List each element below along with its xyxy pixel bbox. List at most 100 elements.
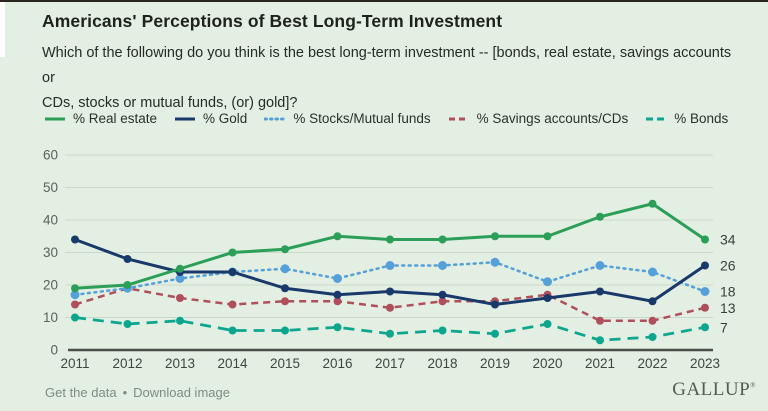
data-point-marker (281, 245, 289, 254)
data-point-marker (386, 329, 394, 338)
legend-swatch-icon (264, 117, 287, 120)
legend-item-4: % Bonds (645, 111, 728, 126)
data-point-marker (386, 235, 394, 244)
legend-item-3: % Savings accounts/CDs (448, 111, 628, 126)
x-tick-label-2017: 2017 (375, 356, 405, 371)
y-tick-label-30: 30 (43, 245, 58, 260)
data-point-marker (438, 290, 447, 299)
end-value-label: 26 (720, 258, 736, 274)
data-point-marker (490, 257, 500, 267)
data-point-marker (385, 261, 395, 270)
legend-item-0: % Real estate (44, 111, 157, 126)
data-point-marker (281, 326, 289, 335)
data-point-marker (543, 232, 552, 241)
legend-item-1: % Gold (174, 111, 247, 126)
x-tick-label-2015: 2015 (270, 356, 300, 371)
data-point-marker (595, 261, 605, 270)
data-point-marker (701, 323, 709, 332)
y-tick-label-0: 0 (50, 343, 58, 358)
x-tick-label-2022: 2022 (637, 356, 667, 371)
data-point-marker (281, 297, 289, 306)
data-point-marker (438, 261, 447, 270)
download-image-link[interactable]: Download image (133, 385, 230, 400)
line-chart-canvas: 0 10 20 30 40 50 60 2011 2012 2013 2014 2015 2016 201… (43, 148, 736, 372)
data-point-marker (596, 316, 604, 325)
get-the-data-link[interactable]: Get the data (45, 385, 117, 400)
legend-item-2: % Stocks/Mutual funds (264, 111, 431, 126)
data-point-marker (228, 300, 237, 309)
data-point-marker (543, 294, 552, 302)
data-point-marker (228, 268, 237, 276)
end-value-label: 7 (720, 319, 728, 335)
data-point-marker (648, 267, 657, 277)
data-point-marker (596, 336, 604, 345)
data-point-marker (438, 297, 447, 306)
x-tick-label-2016: 2016 (322, 356, 352, 371)
data-point-marker (491, 329, 499, 338)
data-point-marker (333, 274, 342, 283)
data-point-marker (176, 264, 184, 273)
data-point-marker (491, 300, 499, 309)
y-tick-label-60: 60 (43, 148, 58, 163)
x-tick-label-2020: 2020 (532, 356, 562, 371)
chart-footer: Get the data • Download image GALLUP® (0, 377, 768, 411)
x-tick-label-2018: 2018 (427, 356, 457, 371)
data-point-marker (701, 303, 709, 312)
data-point-marker (648, 316, 657, 325)
series-line (74, 202, 706, 290)
legend-label: % Real estate (73, 111, 158, 126)
data-point-marker (71, 300, 79, 309)
chart-question-subtitle: Which of the following do you think is t… (42, 41, 742, 116)
x-tick-label-2021: 2021 (585, 356, 615, 371)
x-tick-label-2011: 2011 (60, 356, 89, 371)
page-title: Americans' Perceptions of Best Long-Term… (42, 11, 503, 31)
data-point-marker (543, 320, 552, 328)
legend-swatch-icon (45, 117, 65, 120)
data-point-marker (596, 287, 604, 296)
data-point-marker (438, 326, 447, 335)
legend-label: % Stocks/Mutual funds (293, 111, 431, 126)
footer-separator: • (122, 385, 128, 400)
data-point-marker (228, 326, 237, 335)
data-point-marker (281, 284, 289, 293)
x-tick-label-2023: 2023 (690, 356, 720, 371)
data-point-marker (228, 248, 237, 257)
data-point-marker (700, 287, 710, 296)
end-value-label: 34 (720, 232, 736, 248)
legend-label: % Bonds (674, 111, 729, 126)
registered-mark: ® (750, 381, 756, 390)
data-point-marker (648, 333, 657, 341)
data-point-marker (123, 281, 132, 289)
legend-swatch-icon (646, 117, 667, 120)
subtitle-line-1: Which of the following do you think is t… (42, 45, 732, 86)
data-point-marker (333, 323, 342, 332)
subtitle-line-2: CDs, stocks or mutual funds, (or) gold]? (42, 95, 298, 111)
data-point-marker (333, 297, 342, 306)
data-point-marker (333, 232, 342, 241)
data-point-marker (386, 287, 394, 296)
footer-links: Get the data • Download image (45, 385, 230, 400)
y-tick-label-10: 10 (43, 310, 58, 325)
x-tick-label-2012: 2012 (112, 356, 142, 371)
gallup-logo: GALLUP® (672, 379, 756, 400)
data-point-marker (71, 313, 79, 322)
y-tick-label-20: 20 (43, 278, 58, 293)
x-tick-label-2013: 2013 (165, 356, 195, 371)
end-value-label: 18 (720, 284, 736, 300)
data-point-marker (71, 284, 79, 293)
data-point-marker (386, 303, 394, 312)
data-point-marker (438, 235, 447, 244)
data-point-marker (543, 277, 552, 287)
data-point-marker (71, 235, 79, 244)
data-point-marker (123, 320, 132, 328)
legend-swatch-icon (175, 117, 196, 120)
x-tick-label-2019: 2019 (480, 356, 510, 371)
data-point-marker (176, 316, 184, 325)
data-point-marker (70, 290, 80, 300)
data-point-marker (648, 297, 657, 306)
data-point-marker (491, 232, 499, 241)
data-point-marker (333, 290, 342, 299)
legend-label: % Gold (203, 111, 248, 126)
data-point-marker (123, 255, 132, 263)
